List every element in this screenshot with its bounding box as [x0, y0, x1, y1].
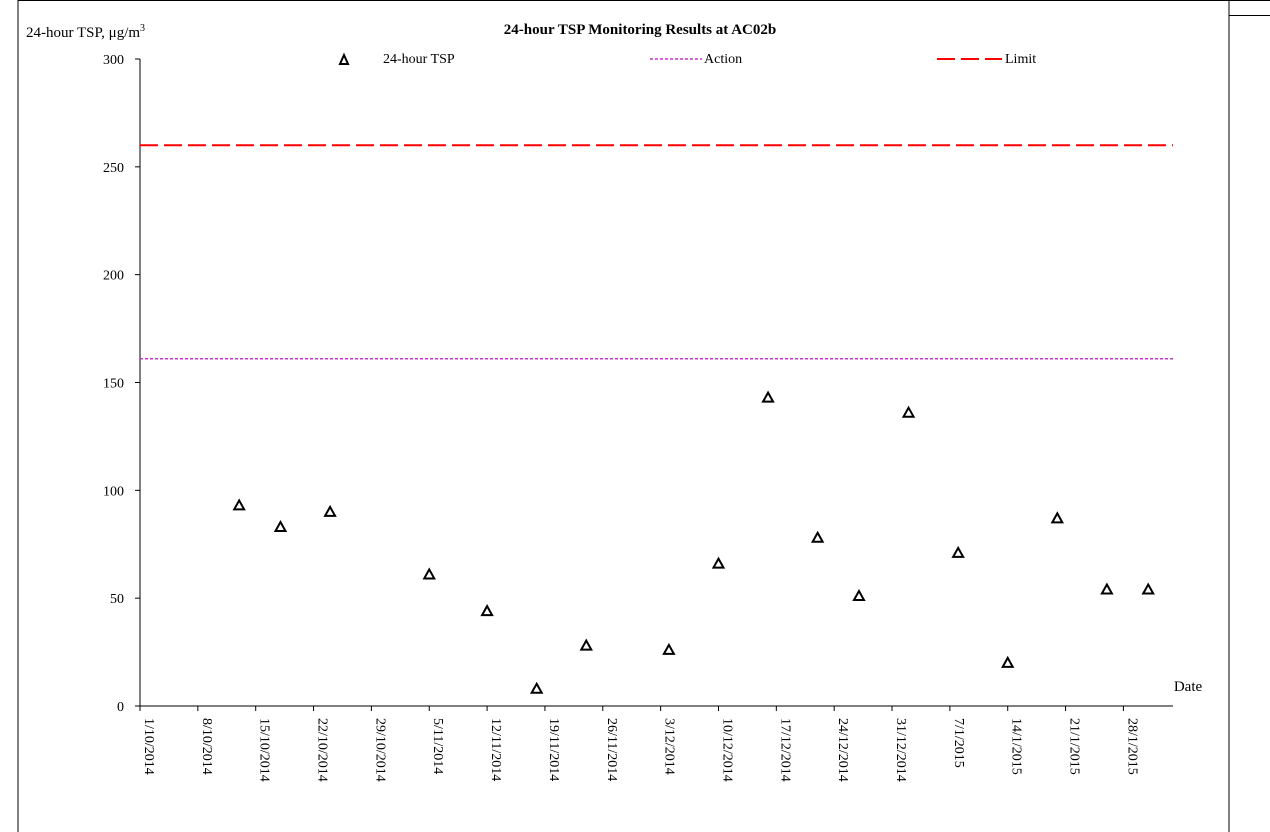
tsp-data-point — [422, 567, 436, 580]
tsp-data-point — [1001, 655, 1015, 668]
y-tick-label: 200 — [103, 269, 124, 284]
tsp-data-point — [1100, 582, 1114, 595]
legend: 24-hour TSP Action Limit — [338, 52, 1036, 67]
x-tick-label: 14/1/2015 — [1009, 718, 1024, 775]
x-tick-label: 22/10/2014 — [315, 718, 330, 782]
legend-label-limit: Limit — [1005, 52, 1036, 67]
x-tick-label: 31/12/2014 — [893, 718, 908, 782]
tsp-data-point — [1141, 582, 1155, 595]
tsp-data-point — [480, 604, 494, 617]
reference-lines — [140, 144, 1173, 360]
tsp-data-point — [232, 498, 246, 511]
x-tick-label: 3/12/2014 — [662, 718, 677, 775]
y-ticks: 0 50 100 150 200 250 300 — [103, 53, 140, 715]
y-tick-label: 0 — [117, 700, 124, 715]
legend-label-tsp: 24-hour TSP — [383, 52, 455, 67]
x-tick-label: 5/11/2014 — [430, 718, 445, 774]
tsp-data-point — [761, 390, 775, 403]
data-points — [232, 390, 1155, 694]
tsp-data-point — [662, 642, 676, 655]
tsp-data-point — [1050, 511, 1064, 524]
y-tick-label: 150 — [103, 377, 124, 392]
x-axis-label: Date — [1174, 679, 1203, 695]
y-axis-label-main: 24-hour TSP, μg/m — [26, 25, 140, 41]
x-tick-label: 21/1/2015 — [1067, 718, 1082, 775]
tsp-data-point — [901, 405, 916, 418]
tsp-data-point — [579, 638, 593, 651]
tsp-data-point — [852, 588, 866, 602]
x-tick-label: 19/11/2014 — [546, 718, 561, 781]
x-tick-label: 28/1/2015 — [1124, 718, 1139, 775]
tsp-data-point — [951, 545, 965, 558]
x-tick-label: 26/11/2014 — [604, 718, 619, 781]
chart-title: 24-hour TSP Monitoring Results at AC02b — [504, 22, 776, 38]
y-tick-label: 50 — [110, 592, 124, 607]
legend-label-action: Action — [704, 52, 742, 67]
y-tick-label: 300 — [103, 53, 124, 68]
tsp-data-point — [529, 681, 544, 694]
tsp-data-point — [810, 530, 825, 543]
x-tick-label: 24/12/2014 — [835, 718, 850, 782]
y-axis-label-sup: 3 — [140, 23, 145, 34]
x-tick-label: 8/10/2014 — [199, 718, 214, 775]
x-tick-label: 1/10/2014 — [141, 718, 156, 775]
x-ticks: 1/10/2014 8/10/2014 15/10/2014 22/10/2014 29… — [139, 706, 1139, 782]
y-tick-label: 250 — [103, 161, 124, 176]
x-tick-label: 15/10/2014 — [257, 718, 272, 782]
x-tick-label: 12/11/2014 — [488, 718, 503, 781]
tsp-data-point — [323, 504, 337, 517]
tsp-data-point — [273, 519, 288, 532]
x-tick-label: 17/12/2014 — [777, 718, 792, 782]
y-axis-label: 24-hour TSP, μg/m3 — [26, 23, 145, 41]
legend-marker-tsp — [338, 52, 350, 65]
y-tick-label: 100 — [103, 484, 124, 499]
x-tick-label: 29/10/2014 — [372, 718, 387, 782]
x-tick-label: 7/1/2015 — [951, 718, 966, 768]
tsp-data-point — [711, 556, 726, 569]
x-tick-label: 10/12/2014 — [719, 718, 734, 782]
